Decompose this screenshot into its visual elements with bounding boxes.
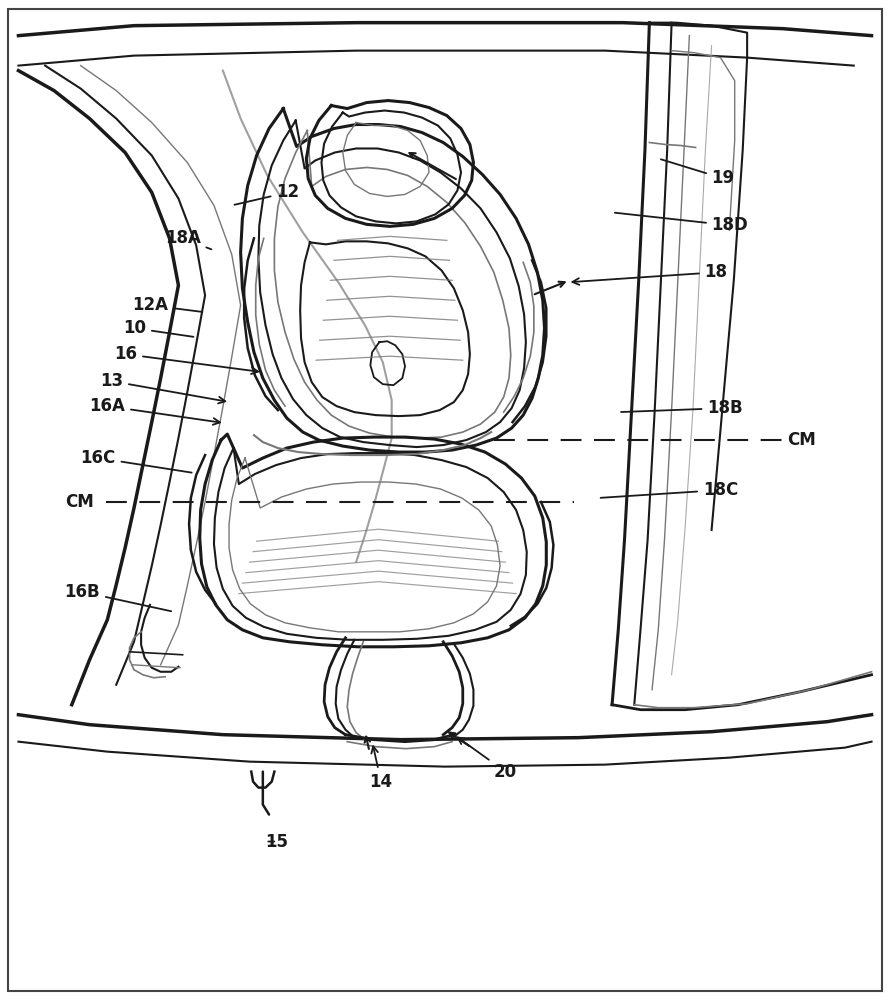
Text: 16A: 16A [90,397,220,425]
Text: 18A: 18A [165,229,211,249]
Text: 12: 12 [234,183,299,205]
Text: CM: CM [787,431,816,449]
Text: CM: CM [65,493,93,511]
Text: 16C: 16C [81,449,191,473]
Text: 10: 10 [124,319,193,337]
Text: 15: 15 [265,833,288,851]
Text: 18: 18 [572,263,727,285]
Text: 14: 14 [369,746,392,791]
Text: 16: 16 [115,345,258,374]
Text: 18C: 18C [601,481,738,499]
Text: 12A: 12A [133,296,202,314]
Text: 20: 20 [457,737,517,781]
Text: 18D: 18D [615,213,748,234]
Text: 19: 19 [661,159,735,187]
Text: 18B: 18B [621,399,743,417]
Text: 16B: 16B [65,583,171,611]
Text: 13: 13 [101,372,225,403]
